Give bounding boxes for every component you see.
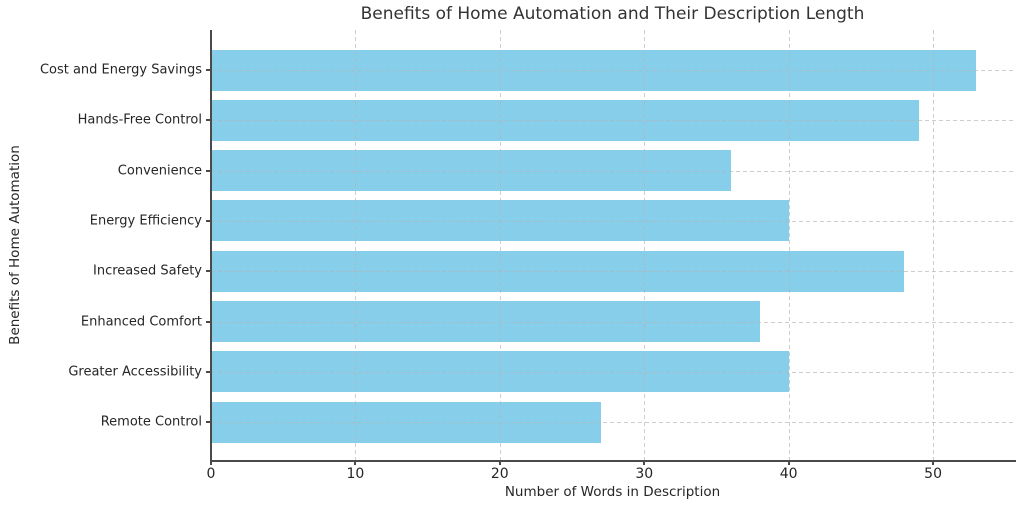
x-tick-label: 0 [206,466,216,482]
bar-4 [211,250,905,292]
bar-5 [211,301,760,342]
bar-2 [211,150,731,192]
y-tick-mark [206,270,210,273]
plot-area [210,30,1016,462]
bar-0 [211,49,977,91]
x-tick-label: 40 [779,466,798,482]
y-tick-mark [206,69,210,71]
y-tick-label: Hands-Free Control [77,112,202,128]
x-tick-label: 50 [924,466,943,482]
y-tick-label: Remote Control [100,414,202,430]
bar-6 [211,351,789,393]
x-tick-label: 20 [490,466,509,482]
y-axis-spine [210,30,212,462]
y-tick-mark [206,370,210,373]
x-tick-label: 10 [346,466,365,482]
y-tick-mark [206,219,210,222]
y-tick-label: Greater Accessibility [68,364,202,380]
y-tick-label: Energy Efficiency [89,213,202,229]
y-tick-label: Convenience [117,163,202,179]
x-tick-mark [932,461,935,465]
y-tick-mark [206,320,210,323]
y-tick-mark [206,119,210,122]
x-axis-spine [210,460,1016,462]
y-tick-label: Cost and Energy Savings [39,62,202,78]
bar-3 [211,200,789,242]
bars-layer [211,30,1014,460]
x-axis-label: Number of Words in Description [504,484,721,500]
x-tick-label: 30 [635,466,654,482]
x-tick-mark [787,461,790,465]
y-tick-mark [206,169,210,172]
bar-7 [211,401,601,443]
x-tick-mark [498,461,501,465]
y-tick-label: Increased Safety [93,263,202,279]
x-tick-mark [643,461,646,465]
x-tick-mark [210,461,212,465]
x-tick-mark [354,461,357,465]
bar-1 [211,99,919,141]
y-tick-label: Enhanced Comfort [80,314,202,329]
y-tick-mark [206,421,210,424]
chart-title: Benefits of Home Automation and Their De… [360,4,865,24]
